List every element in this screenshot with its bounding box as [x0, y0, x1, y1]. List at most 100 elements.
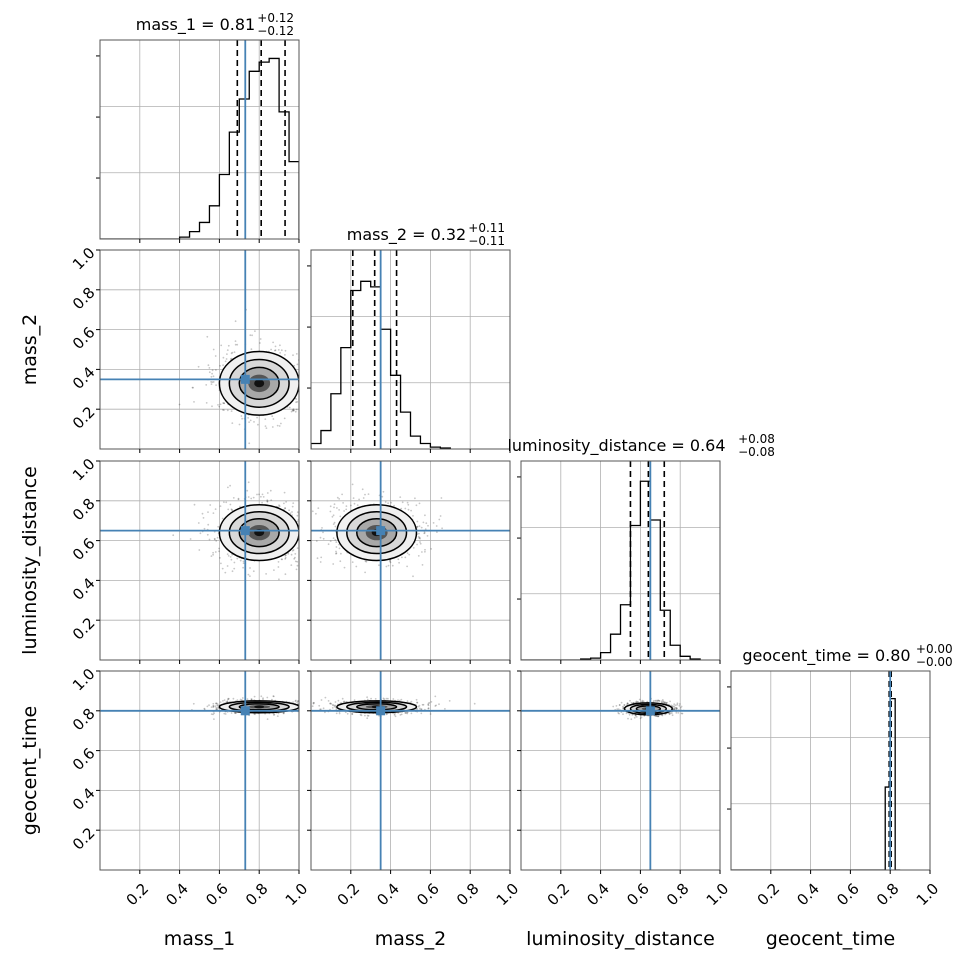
x-tick-label: 0.2	[334, 880, 364, 910]
sample-point	[638, 698, 641, 701]
sample-point	[416, 701, 418, 704]
sample-point	[249, 567, 251, 569]
sample-point	[295, 398, 298, 400]
sample-point	[242, 560, 245, 563]
sample-point	[291, 409, 294, 412]
sample-point	[238, 423, 241, 426]
sample-point	[212, 702, 215, 705]
sample-point	[311, 510, 314, 513]
sample-point	[673, 708, 676, 711]
sample-point	[261, 501, 263, 504]
sample-point	[212, 713, 215, 716]
sample-point	[331, 515, 334, 518]
sample-point	[233, 561, 236, 564]
sample-point	[307, 515, 309, 517]
sample-point	[364, 571, 366, 574]
sample-point	[351, 483, 354, 486]
sample-point	[206, 335, 209, 338]
sample-point	[406, 712, 409, 715]
sample-point	[285, 501, 287, 503]
sample-point	[206, 705, 209, 708]
sample-point	[410, 712, 413, 715]
sample-point	[228, 697, 230, 700]
sample-point	[197, 365, 200, 368]
sample-point	[302, 536, 304, 538]
sample-point	[629, 699, 631, 702]
truth-marker	[240, 526, 250, 536]
sample-point	[220, 344, 223, 347]
sample-point	[246, 698, 249, 700]
sample-point	[219, 403, 222, 406]
x-tick-label: 0.8	[873, 880, 903, 910]
sample-point	[215, 706, 218, 709]
sample-point	[427, 707, 430, 710]
sample-point	[665, 702, 668, 704]
sample-point	[320, 556, 323, 559]
sample-point	[284, 555, 287, 557]
sample-point	[277, 712, 280, 715]
sample-point	[419, 541, 421, 543]
sample-point	[397, 558, 400, 561]
sample-point	[329, 540, 332, 542]
sample-point	[249, 575, 251, 577]
x-tick-label: 0.6	[623, 880, 653, 910]
sample-point	[641, 699, 644, 702]
sample-point	[265, 573, 267, 575]
sample-point	[615, 705, 618, 707]
x-tick-label: 0.4	[162, 880, 192, 910]
sample-point	[641, 700, 643, 703]
sample-point	[327, 700, 330, 702]
sample-point	[262, 697, 264, 699]
sample-point	[258, 493, 260, 496]
sample-point	[252, 570, 255, 573]
sample-point	[427, 707, 430, 710]
sample-point	[229, 358, 232, 361]
panel-frame	[99, 460, 300, 661]
sample-point	[229, 484, 232, 487]
sample-point	[418, 525, 421, 527]
sample-point	[225, 501, 228, 504]
sample-point	[259, 338, 262, 340]
sample-point	[392, 698, 395, 700]
sample-point	[623, 704, 626, 706]
sample-point	[313, 705, 315, 707]
sample-point	[217, 525, 220, 528]
sample-point	[222, 402, 225, 404]
x-tick-label: 0.2	[544, 880, 574, 910]
sample-point	[670, 712, 673, 715]
sample-point	[322, 707, 325, 710]
sample-point	[304, 531, 306, 533]
sample-point	[345, 505, 348, 507]
sample-point	[329, 702, 331, 705]
sample-point	[620, 701, 623, 704]
sample-point	[400, 698, 403, 701]
y-tick-label: 1.0	[69, 455, 99, 485]
sample-point	[406, 565, 408, 568]
sample-point	[671, 714, 674, 717]
sample-point	[356, 504, 359, 506]
sample-point	[240, 415, 243, 417]
sample-point	[633, 716, 636, 719]
sample-point	[254, 330, 256, 332]
sample-point	[635, 700, 638, 703]
sample-point	[351, 713, 354, 716]
y-tick-label: 1.0	[69, 244, 99, 274]
sample-point	[282, 712, 285, 715]
sample-point	[288, 406, 291, 409]
sample-point	[227, 508, 230, 511]
x-tick-label: 1.0	[282, 880, 312, 910]
sample-point	[271, 426, 274, 428]
sample-point	[216, 706, 219, 709]
sample-point	[674, 708, 676, 710]
sample-point	[223, 409, 225, 411]
sample-point	[434, 695, 437, 698]
x-tick-label: 0.4	[583, 880, 613, 910]
sample-point	[382, 490, 385, 493]
sample-point	[239, 698, 242, 701]
sample-point	[626, 702, 629, 704]
sample-point	[330, 703, 333, 705]
sample-point	[343, 566, 346, 569]
sample-point	[634, 714, 637, 717]
sample-point	[284, 573, 287, 576]
sample-point	[435, 704, 437, 707]
